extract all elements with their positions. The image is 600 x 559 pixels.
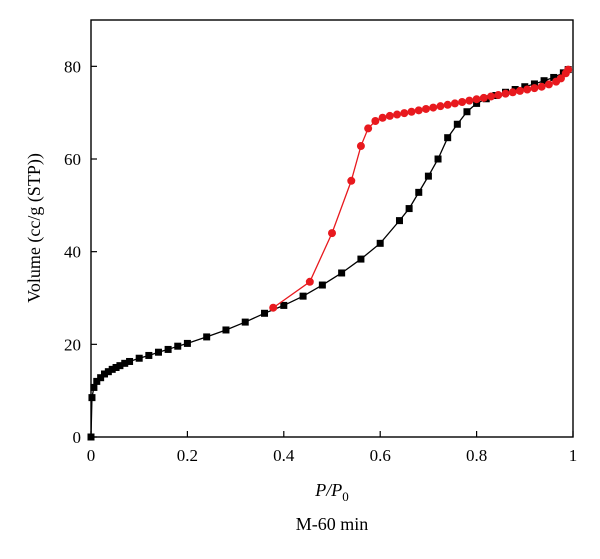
data-point bbox=[347, 176, 356, 185]
data-point bbox=[453, 120, 461, 128]
y-tick-label: 20 bbox=[64, 335, 81, 354]
data-point bbox=[97, 374, 105, 382]
data-series bbox=[87, 65, 573, 441]
data-point bbox=[88, 394, 96, 402]
data-point bbox=[444, 134, 452, 142]
data-point bbox=[429, 103, 438, 112]
data-point bbox=[544, 80, 553, 89]
data-point bbox=[424, 172, 432, 180]
data-point bbox=[472, 95, 481, 104]
plot-frame bbox=[90, 19, 574, 438]
data-point bbox=[371, 117, 380, 126]
data-point bbox=[241, 318, 249, 326]
data-point bbox=[434, 155, 442, 163]
data-point bbox=[458, 98, 467, 107]
data-point bbox=[280, 301, 288, 309]
data-point bbox=[87, 433, 95, 441]
data-point bbox=[501, 89, 510, 98]
x-tick-label: 1 bbox=[569, 446, 578, 465]
data-point bbox=[376, 239, 384, 247]
data-point bbox=[338, 269, 346, 277]
data-point bbox=[463, 108, 471, 116]
data-point bbox=[465, 96, 474, 105]
data-point bbox=[116, 362, 124, 370]
desorption-series bbox=[269, 65, 573, 312]
data-point bbox=[356, 142, 365, 151]
data-point bbox=[318, 281, 326, 289]
y-tick-label: 0 bbox=[73, 428, 82, 447]
data-point bbox=[93, 377, 101, 385]
data-point bbox=[121, 359, 129, 367]
data-point bbox=[400, 109, 409, 118]
data-point bbox=[540, 77, 548, 85]
data-point bbox=[530, 80, 538, 88]
data-point bbox=[473, 99, 481, 107]
data-point bbox=[515, 86, 524, 95]
data-point bbox=[104, 368, 112, 376]
data-point bbox=[414, 106, 423, 115]
data-point bbox=[523, 85, 532, 94]
data-point bbox=[112, 364, 120, 371]
data-point bbox=[556, 74, 565, 83]
data-point bbox=[135, 354, 143, 362]
data-point bbox=[261, 309, 269, 317]
data-point bbox=[550, 73, 558, 81]
y-tick-label: 40 bbox=[64, 243, 81, 262]
x-tick-label: 0.4 bbox=[273, 446, 295, 465]
data-point bbox=[393, 110, 402, 119]
data-point bbox=[90, 383, 98, 391]
data-point bbox=[357, 255, 365, 263]
data-point bbox=[145, 351, 153, 359]
data-point bbox=[395, 217, 403, 225]
data-point bbox=[328, 229, 336, 238]
x-tick-label: 0 bbox=[87, 446, 96, 465]
data-point bbox=[479, 93, 488, 102]
x-tick-label: 0.6 bbox=[370, 446, 391, 465]
data-point bbox=[385, 111, 394, 120]
figure-caption: M-60 min bbox=[296, 514, 369, 534]
data-point bbox=[494, 91, 503, 100]
data-point bbox=[100, 370, 108, 378]
data-point bbox=[407, 107, 416, 116]
data-point bbox=[436, 102, 445, 111]
data-point bbox=[443, 100, 452, 109]
x-axis-title: P/P0 bbox=[314, 480, 349, 504]
data-point bbox=[564, 65, 573, 74]
x-axis-title-subscript: 0 bbox=[342, 489, 349, 504]
data-point bbox=[405, 205, 413, 213]
data-point bbox=[508, 88, 517, 97]
data-point bbox=[530, 84, 539, 93]
data-point bbox=[269, 303, 278, 312]
axis-ticks: 0 0.2 0.4 0.6 0.8 1 0 20 40 60 80 bbox=[64, 57, 577, 465]
adsorption-series bbox=[87, 66, 572, 441]
data-point bbox=[421, 104, 430, 113]
data-point bbox=[450, 99, 459, 108]
x-tick-label: 0.8 bbox=[466, 446, 487, 465]
data-point bbox=[487, 92, 496, 101]
y-tick-label: 80 bbox=[64, 57, 81, 76]
data-point bbox=[537, 82, 546, 91]
data-point bbox=[299, 292, 307, 300]
y-tick-label: 60 bbox=[64, 150, 81, 169]
data-point bbox=[222, 326, 230, 334]
data-point bbox=[174, 342, 182, 350]
x-tick-label: 0.2 bbox=[177, 446, 198, 465]
data-point bbox=[164, 345, 172, 353]
data-point bbox=[108, 365, 116, 373]
data-point bbox=[183, 339, 191, 347]
x-axis-title-main: P/P bbox=[314, 480, 342, 500]
data-point bbox=[154, 348, 162, 356]
data-point bbox=[305, 277, 314, 286]
y-axis-title: Volume (cc/g (STP)) bbox=[24, 153, 45, 303]
data-point bbox=[364, 124, 373, 133]
data-point bbox=[126, 357, 134, 365]
data-point bbox=[378, 113, 387, 122]
data-point bbox=[415, 188, 423, 196]
series-line bbox=[90, 69, 569, 438]
data-point bbox=[203, 333, 211, 341]
